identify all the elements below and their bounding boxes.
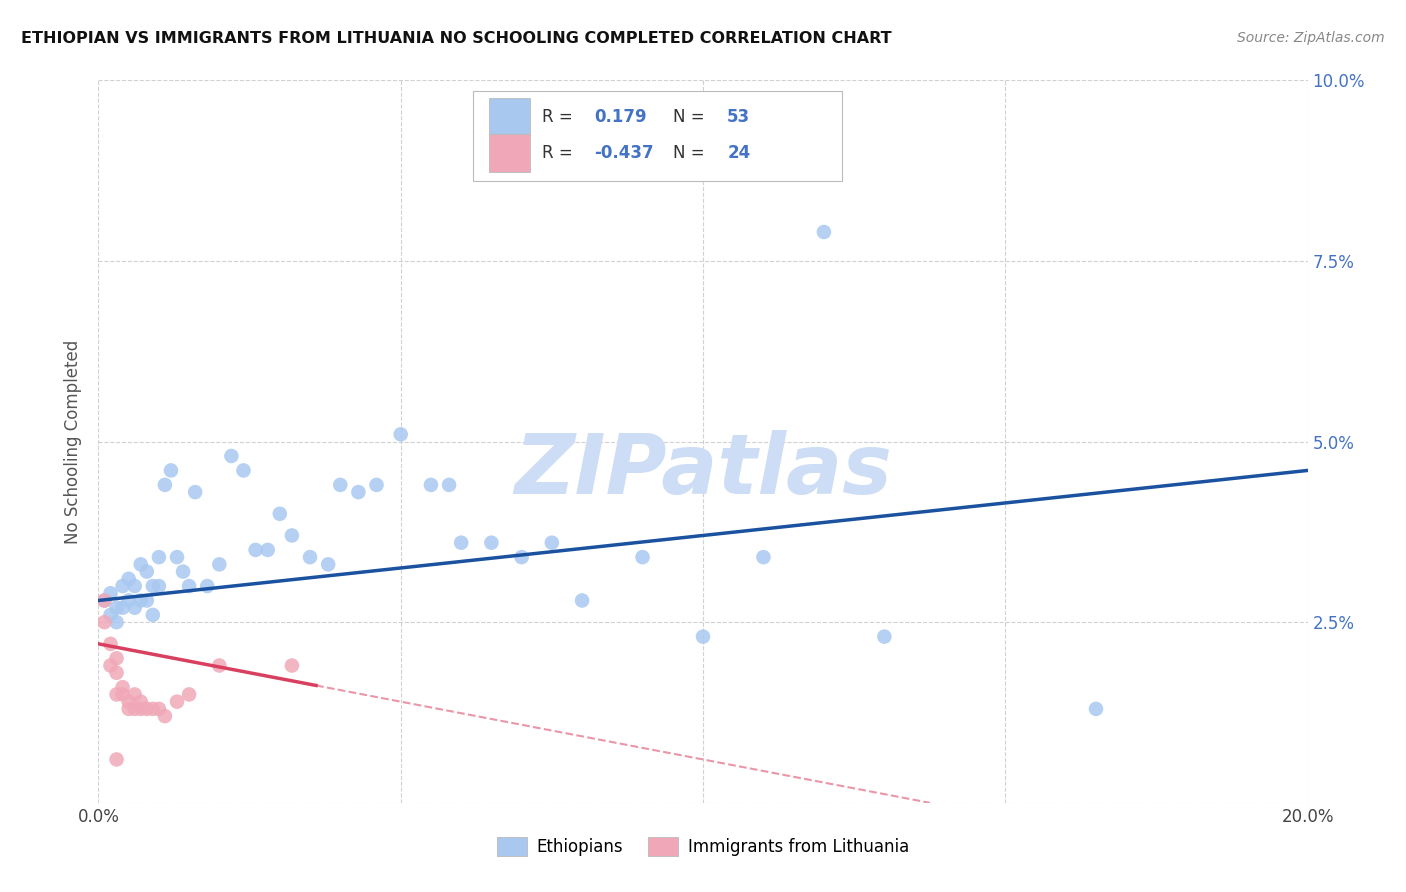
Point <box>105 752 128 766</box>
Point <box>232 463 254 477</box>
Point <box>93 593 115 607</box>
Point <box>118 572 141 586</box>
Point <box>389 427 412 442</box>
Point <box>540 535 562 549</box>
Point <box>93 615 115 630</box>
Point <box>148 702 170 716</box>
FancyBboxPatch shape <box>474 91 842 181</box>
Point <box>256 542 278 557</box>
Point <box>100 586 122 600</box>
Point <box>692 630 714 644</box>
Point <box>124 687 146 701</box>
Point <box>118 702 141 716</box>
Text: Source: ZipAtlas.com: Source: ZipAtlas.com <box>1237 31 1385 45</box>
Point <box>281 658 304 673</box>
Point <box>510 550 533 565</box>
Legend: Ethiopians, Immigrants from Lithuania: Ethiopians, Immigrants from Lithuania <box>489 830 917 863</box>
Point <box>179 687 201 701</box>
Point <box>208 558 231 572</box>
Text: -0.437: -0.437 <box>595 145 654 162</box>
Point <box>873 630 896 644</box>
Point <box>124 600 146 615</box>
Y-axis label: No Schooling Completed: No Schooling Completed <box>65 340 83 543</box>
Text: R =: R = <box>543 108 572 126</box>
Point <box>129 702 152 716</box>
Point <box>148 550 170 565</box>
Point <box>166 695 188 709</box>
Point <box>347 485 370 500</box>
Point <box>148 579 170 593</box>
Point <box>752 550 775 565</box>
Text: N =: N = <box>672 108 704 126</box>
Point <box>281 528 304 542</box>
Text: 0.179: 0.179 <box>595 108 647 126</box>
Point <box>111 579 134 593</box>
Point <box>105 651 128 665</box>
Point <box>195 579 218 593</box>
Text: ZIPatlas: ZIPatlas <box>515 430 891 511</box>
Point <box>105 615 128 630</box>
Point <box>299 550 322 565</box>
Point <box>129 695 152 709</box>
Point <box>1085 702 1108 716</box>
Point <box>142 702 165 716</box>
Point <box>118 695 141 709</box>
Point <box>813 225 835 239</box>
Point <box>179 579 201 593</box>
Point <box>135 565 157 579</box>
Point <box>142 607 165 622</box>
FancyBboxPatch shape <box>489 135 530 172</box>
Point <box>118 593 141 607</box>
Point <box>366 478 388 492</box>
FancyBboxPatch shape <box>489 98 530 136</box>
Text: 24: 24 <box>727 145 751 162</box>
Point <box>481 535 503 549</box>
Point <box>153 709 176 723</box>
Point <box>105 665 128 680</box>
Point <box>111 600 134 615</box>
Point <box>135 593 157 607</box>
Point <box>153 478 176 492</box>
Point <box>111 687 134 701</box>
Point <box>100 607 122 622</box>
Point <box>450 535 472 549</box>
Point <box>160 463 183 477</box>
Point <box>172 565 194 579</box>
Point <box>631 550 654 565</box>
Point <box>124 579 146 593</box>
Text: N =: N = <box>672 145 704 162</box>
Point <box>571 593 593 607</box>
Point <box>420 478 443 492</box>
Point <box>105 687 128 701</box>
Point <box>208 658 231 673</box>
Point <box>269 507 291 521</box>
Point <box>142 579 165 593</box>
Point <box>184 485 207 500</box>
Point <box>129 558 152 572</box>
Point <box>166 550 188 565</box>
Point <box>135 702 157 716</box>
Point <box>316 558 339 572</box>
Point <box>329 478 352 492</box>
Point <box>105 600 128 615</box>
Point <box>221 449 243 463</box>
Point <box>437 478 460 492</box>
Point <box>124 702 146 716</box>
Point <box>100 658 122 673</box>
Point <box>111 680 134 694</box>
Point <box>661 131 683 145</box>
Text: ETHIOPIAN VS IMMIGRANTS FROM LITHUANIA NO SCHOOLING COMPLETED CORRELATION CHART: ETHIOPIAN VS IMMIGRANTS FROM LITHUANIA N… <box>21 31 891 46</box>
Point <box>129 593 152 607</box>
Text: R =: R = <box>543 145 572 162</box>
Point <box>100 637 122 651</box>
Text: 53: 53 <box>727 108 751 126</box>
Point <box>245 542 267 557</box>
Point <box>93 593 115 607</box>
